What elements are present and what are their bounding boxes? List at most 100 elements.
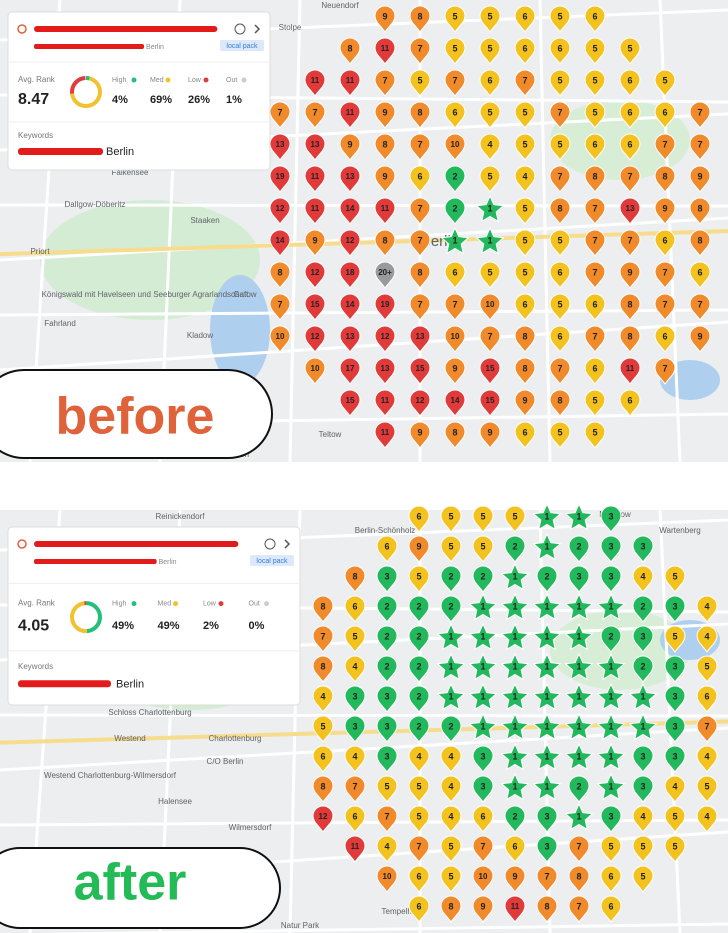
donut-segment bbox=[70, 601, 102, 634]
rank-pin: 7 bbox=[584, 197, 606, 225]
pin-rank: 8 bbox=[352, 571, 357, 581]
keyword: Berlin bbox=[106, 146, 134, 158]
rank-pin: 7 bbox=[409, 229, 431, 257]
pin-shape bbox=[376, 625, 398, 653]
star-pin bbox=[500, 592, 530, 621]
pin-shape bbox=[344, 835, 366, 863]
rank-pin: 6 bbox=[344, 595, 366, 623]
pin-shape bbox=[339, 101, 361, 129]
pin-rank: 6 bbox=[522, 11, 527, 21]
rank-pin: 1 bbox=[532, 592, 562, 621]
pin-rank: 2 bbox=[416, 631, 421, 641]
pin-rank: 1 bbox=[544, 631, 549, 641]
pin-shape bbox=[444, 165, 466, 193]
pin-rank: 8 bbox=[557, 395, 562, 405]
pin-rank: 8 bbox=[320, 661, 325, 671]
pin-rank: 10 bbox=[479, 872, 488, 881]
pin-rank: 3 bbox=[544, 811, 549, 821]
next-icon bbox=[254, 24, 261, 34]
pin-rank: 3 bbox=[672, 661, 677, 671]
star-pin bbox=[564, 742, 594, 771]
star-pin bbox=[440, 226, 470, 255]
rank-pin: 20+ bbox=[374, 261, 396, 289]
rank-pin: 1 bbox=[564, 592, 594, 621]
pin-rank: 1 bbox=[576, 511, 581, 521]
rank-pin: 5 bbox=[514, 101, 536, 129]
pin-rank: 5 bbox=[320, 721, 325, 731]
pin-shape bbox=[409, 261, 431, 289]
pin-rank: 8 bbox=[417, 11, 422, 21]
pin-shape bbox=[689, 101, 711, 129]
pin-rank: 1 bbox=[512, 691, 517, 701]
pin-rank: 3 bbox=[640, 541, 645, 551]
avg-label: Avg. Rank bbox=[18, 599, 56, 608]
star-pin bbox=[532, 772, 562, 801]
stat-name: Low bbox=[188, 77, 202, 84]
rank-pin: 5 bbox=[584, 421, 606, 449]
pin-rank: 7 bbox=[557, 171, 562, 181]
donut-segment bbox=[70, 76, 102, 108]
rank-pin: 7 bbox=[654, 357, 676, 385]
pin-shape bbox=[619, 357, 641, 385]
rank-pin: 8 bbox=[269, 261, 291, 289]
pin-rank: 6 bbox=[522, 427, 527, 437]
pin-rank: 4 bbox=[448, 751, 453, 761]
rank-pin: 11 bbox=[339, 69, 361, 97]
pin-shape bbox=[376, 565, 398, 593]
pin-shape bbox=[536, 835, 558, 863]
rank-pin: 6 bbox=[584, 293, 606, 321]
pin-shape bbox=[568, 895, 590, 923]
rank-pin: 11 bbox=[304, 69, 326, 97]
location-icon bbox=[17, 24, 27, 34]
pin-shape bbox=[440, 865, 462, 893]
pin-rank: 11 bbox=[311, 204, 320, 213]
pin-rank: 14 bbox=[276, 236, 285, 245]
rank-pin: 13 bbox=[339, 165, 361, 193]
rank-pin: 6 bbox=[408, 505, 430, 533]
pin-rank: 7 bbox=[480, 841, 485, 851]
pin-rank: 7 bbox=[592, 235, 597, 245]
rank-pin: 1 bbox=[532, 682, 562, 711]
rank-pin: 8 bbox=[549, 197, 571, 225]
pin-rank: 1 bbox=[512, 631, 517, 641]
pin-rank: 19 bbox=[381, 300, 390, 309]
pin-rank: 12 bbox=[276, 204, 285, 213]
rank-pin: 7 bbox=[549, 101, 571, 129]
pin-rank: 5 bbox=[487, 43, 492, 53]
pin-rank: 2 bbox=[452, 171, 457, 181]
pin-shape bbox=[269, 293, 291, 321]
rank-pin: 12 bbox=[304, 325, 326, 353]
rank-pin: 9 bbox=[339, 133, 361, 161]
pin-rank: 6 bbox=[627, 139, 632, 149]
rank-pin: 6 bbox=[408, 895, 430, 923]
pin-rank: 10 bbox=[451, 332, 460, 341]
pin-shape bbox=[408, 625, 430, 653]
pin-rank: 3 bbox=[384, 691, 389, 701]
rank-pin: 1 bbox=[532, 622, 562, 651]
rank-pin: 1 bbox=[436, 622, 466, 651]
rank-pin: 3 bbox=[376, 745, 398, 773]
pin-rank: 7 bbox=[662, 363, 667, 373]
pin-shape bbox=[376, 655, 398, 683]
rank-pin: 1 bbox=[532, 712, 562, 741]
badge-pill bbox=[0, 369, 273, 459]
pin-shape bbox=[664, 715, 686, 743]
pin-shape bbox=[440, 775, 462, 803]
rank-pin: 7 bbox=[269, 293, 291, 321]
pin-rank: 1 bbox=[640, 721, 645, 731]
stat-value: 4% bbox=[112, 94, 128, 106]
pin-shape bbox=[376, 715, 398, 743]
pin-rank: 1 bbox=[544, 721, 549, 731]
rank-pin: 18 bbox=[339, 261, 361, 289]
stat-name: Low bbox=[203, 600, 217, 607]
pin-shape bbox=[479, 421, 501, 449]
info-icon bbox=[234, 23, 246, 35]
pin-shape bbox=[408, 775, 430, 803]
rank-pin: 2 bbox=[408, 595, 430, 623]
pin-shape bbox=[549, 5, 571, 33]
pin-rank: 5 bbox=[557, 427, 562, 437]
pin-shape bbox=[479, 165, 501, 193]
pin-rank: 3 bbox=[384, 751, 389, 761]
star-pin bbox=[468, 652, 498, 681]
pin-rank: 7 bbox=[417, 203, 422, 213]
